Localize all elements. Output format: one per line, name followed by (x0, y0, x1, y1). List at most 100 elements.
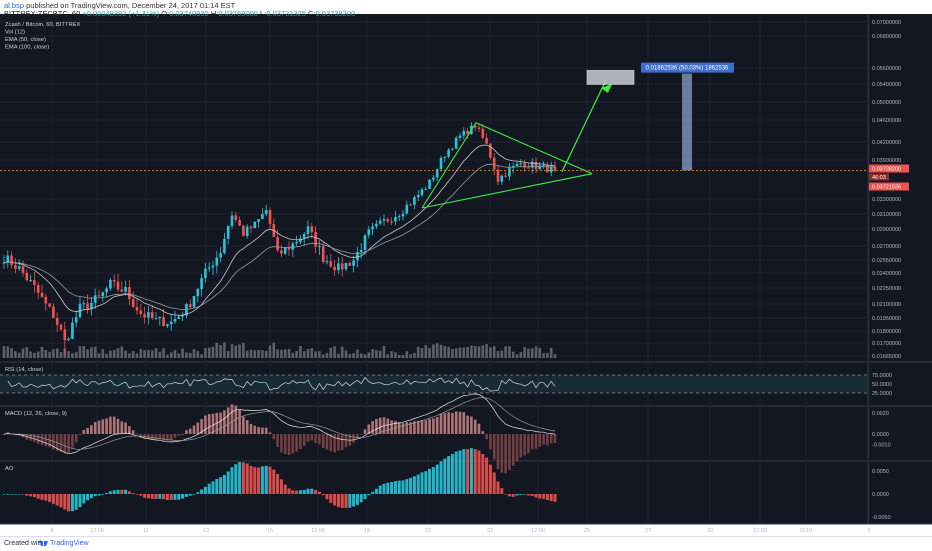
ao-bar (93, 494, 97, 497)
chart-svg[interactable]: 0.01862536 (50.03%) 1862536 0.070000000.… (0, 0, 932, 536)
volume-bar (515, 354, 519, 358)
volume-bar (181, 348, 184, 358)
volume-bar (268, 345, 272, 358)
ao-bar (165, 494, 169, 500)
candle-body (154, 318, 158, 320)
ao-bar (526, 494, 530, 496)
ao-bar (238, 462, 242, 494)
ao-bar (488, 464, 492, 494)
candle-body (25, 272, 29, 281)
macd-histogram-bar (454, 411, 458, 434)
candle-body (162, 317, 165, 327)
footer: Created with TradingView (0, 536, 932, 551)
author-link[interactable]: al.bsp (4, 1, 25, 10)
candle-body (344, 262, 348, 270)
time-axis-label: 8 (50, 528, 53, 534)
candle-body (29, 279, 32, 281)
ao-bar (473, 449, 477, 494)
macd-histogram-bar (40, 434, 44, 446)
macd-histogram-bar (185, 430, 188, 434)
volume-bar (439, 344, 443, 358)
ao-bar (63, 494, 67, 510)
time-axis-label: 29 (707, 528, 713, 534)
volume-bar (124, 350, 127, 358)
ao-bar (355, 494, 359, 505)
macd-histogram-bar (139, 434, 143, 437)
macd-histogram-bar (489, 434, 492, 450)
price-axis-label: 0.03900000 (872, 158, 901, 164)
ao-bar (127, 491, 131, 494)
ao-bar (268, 466, 272, 494)
volume-bar (473, 346, 477, 358)
volume-bar (67, 351, 70, 358)
ao-bar (196, 492, 200, 494)
ao-bar (374, 488, 378, 494)
candle-body (120, 289, 124, 292)
macd-histogram-bar (181, 433, 184, 435)
countdown-tag (869, 173, 889, 181)
ao-bar (496, 481, 500, 494)
candle-body (508, 167, 511, 177)
candle-body (485, 137, 488, 144)
ao-bar (507, 494, 511, 497)
ao-bar (13, 494, 17, 495)
candle-body (128, 286, 131, 300)
macd-histogram-bar (67, 434, 70, 453)
candle-body (192, 296, 196, 308)
candle-body (416, 195, 420, 198)
candle-body (234, 215, 238, 220)
volume-bar (143, 350, 146, 358)
volume-bar (447, 346, 450, 358)
macd-histogram-bar (257, 427, 260, 434)
volume-bar (306, 348, 310, 358)
candle-body (283, 247, 287, 254)
volume-bar (48, 351, 51, 358)
time-axis-label: 13 (203, 528, 209, 534)
volume-bar (363, 354, 367, 358)
time-axis-label: 18 (364, 528, 370, 534)
volume-bar (2, 346, 6, 358)
macd-histogram-bar (207, 414, 211, 434)
volume-bar (432, 344, 435, 358)
candle-body (40, 292, 44, 297)
time-axis-label: 22 (487, 528, 493, 534)
ao-bar (203, 486, 207, 494)
candle-body (489, 143, 492, 158)
volume-bar (105, 353, 108, 358)
macd-histogram-bar (310, 434, 314, 441)
candle-body (6, 255, 10, 263)
ao-bar (519, 494, 523, 495)
volume-bar (120, 346, 124, 358)
volume-bar (492, 346, 496, 358)
candle-body (177, 316, 181, 319)
ao-bar (500, 488, 504, 494)
macd-histogram-bar (447, 412, 450, 434)
candle-body (549, 166, 553, 173)
candle-body (473, 125, 477, 128)
macd-histogram-bar (485, 434, 488, 439)
ao-bar (352, 494, 356, 507)
footer-brand[interactable]: TradingView (50, 540, 89, 547)
candle-body (523, 163, 526, 168)
volume-bar (215, 342, 219, 358)
volume-bar (348, 353, 352, 358)
ao-bar (279, 479, 283, 494)
publish-text: published on TradingView.com, December 2… (26, 1, 236, 10)
macd-histogram-bar (356, 434, 359, 439)
candle-body (44, 296, 48, 304)
volume-bar (302, 351, 306, 358)
ao-bar (173, 494, 177, 500)
ao-bar (97, 494, 101, 496)
ao-bar (234, 464, 238, 494)
drawings[interactable]: 0.01862536 (50.03%) 1862536 (0, 62, 868, 209)
macd-histogram-bar (318, 434, 321, 445)
ao-bar (314, 490, 318, 494)
ao-bar (260, 466, 264, 494)
candle-body (90, 302, 93, 310)
candles[interactable] (2, 122, 557, 356)
ao-bar (51, 494, 55, 504)
volume-bar (333, 346, 336, 358)
measure-label: 0.01862536 (50.03%) 1862536 (646, 66, 729, 72)
macd-histogram-bar (276, 434, 279, 448)
